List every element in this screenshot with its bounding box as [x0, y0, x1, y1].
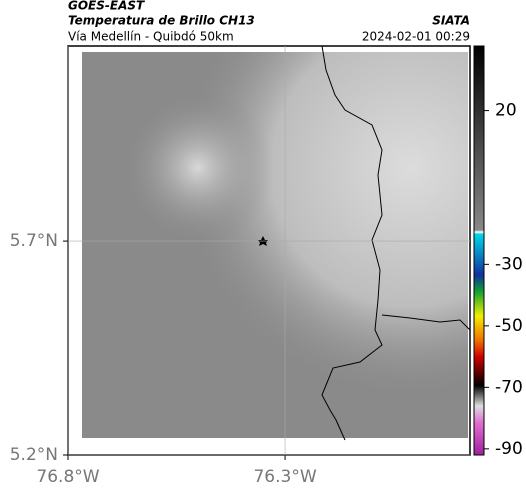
y-tick-label: 5.2°N — [10, 445, 58, 465]
colorbar-label: 20 — [495, 101, 517, 121]
y-tick-label: 5.7°N — [10, 231, 58, 251]
x-tick-label: 76.8°W — [36, 467, 99, 487]
cloud-area — [82, 52, 468, 438]
title: GOES-EAST — [68, 0, 145, 13]
colorbar-label: -50 — [495, 316, 523, 336]
border-line — [381, 314, 471, 331]
colorbar-label: -30 — [495, 254, 523, 274]
source: SIATA — [432, 14, 470, 28]
datetime: 2024-02-01 00:29 — [362, 30, 470, 44]
subtitle: Temperatura de Brillo CH13 — [68, 14, 255, 28]
x-tick-label: 76.3°W — [253, 467, 316, 487]
border-line — [321, 45, 383, 441]
colorbar — [473, 45, 485, 456]
colorbar-label: -90 — [495, 439, 523, 459]
colorbar-label: -70 — [495, 377, 523, 397]
location: Vía Medellín - Quibdó 50km — [68, 30, 234, 44]
